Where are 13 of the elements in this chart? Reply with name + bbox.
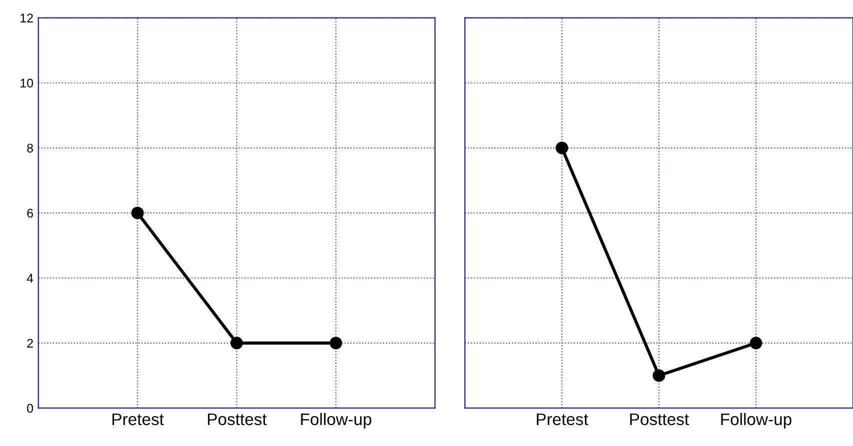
y-tick-label: 8 [27,144,33,153]
y-tick-label: 2 [27,338,33,348]
x-tick-label: Pretest [536,414,588,426]
y-tick-label: 4 [26,274,34,283]
x-tick-label: Pretest [112,414,164,426]
x-tick-label: Posttest [630,414,689,426]
y-tick-label: 6 [27,208,33,218]
y-tick-label: 0 [27,404,34,413]
x-tick-label: Posttest [208,414,267,426]
x-tick-label: Follow-up [301,412,372,428]
x-tick-label: Follow-up [721,412,792,428]
y-tick-label: 12 [20,14,33,22]
y-tick-label: 10 [20,78,34,88]
